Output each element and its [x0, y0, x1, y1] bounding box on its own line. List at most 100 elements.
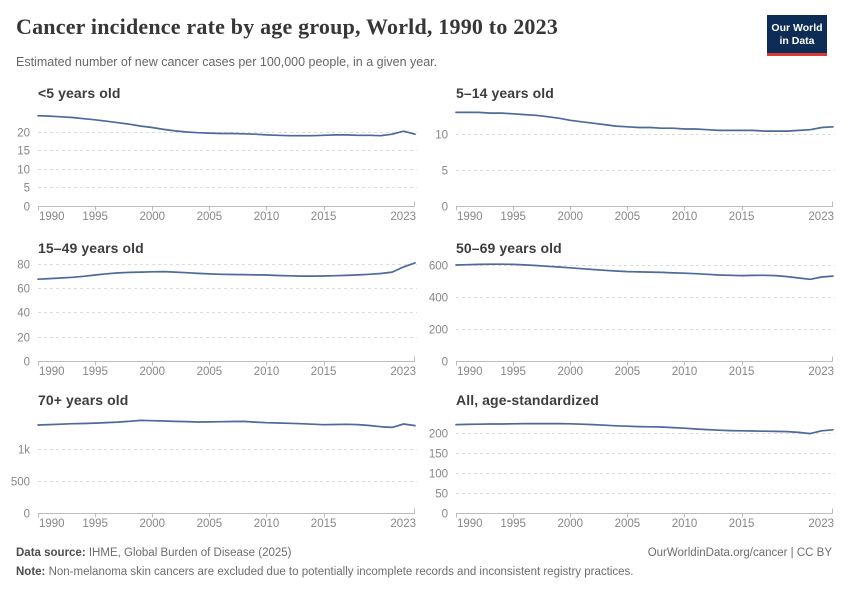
y-tick-label: 40: [17, 307, 30, 319]
series-line-world: [37, 262, 416, 281]
x-tick-label: 1990: [457, 518, 483, 530]
y-tick-label: 20: [17, 332, 30, 344]
y-tick-label: 0: [24, 201, 30, 213]
y-tick-label: 80: [17, 259, 30, 271]
chart-panel-3: 15–49 years old 0 20 40 60 80 1990 1995 2000 2005…: [0, 239, 425, 389]
data-source-label: Data source:: [16, 547, 86, 559]
owid-logo-line1: Our World: [771, 22, 823, 34]
y-tick-label: 100: [429, 468, 448, 480]
x-tick-label: 1990: [39, 518, 65, 530]
x-tick-label: 2015: [729, 211, 755, 223]
y-tick-label: 500: [11, 476, 30, 488]
x-tick-label: 2015: [311, 211, 337, 223]
series-line-world: [455, 111, 834, 132]
y-tick-label: 5: [442, 165, 448, 177]
series-line-world: [455, 422, 834, 435]
chart-plot: 0 50 100 150 200 1990 1995 2000 2005 2010 2015 2023: [429, 422, 835, 530]
chart-panel-title: 50–69 years old: [456, 240, 562, 256]
chart-panel-title: <5 years old: [38, 85, 121, 101]
y-tick-label: 60: [17, 283, 30, 295]
chart-panel-1: <5 years old 0 5 10 15 20 1990 1995 2000 2005 2010…: [0, 84, 425, 234]
x-tick-label: 1990: [39, 366, 65, 378]
x-tick-label: 1995: [500, 211, 526, 223]
chart-plot: 0 5 10 1990 1995 2000 2005 2010 2015 2023: [435, 111, 835, 223]
page-title: Cancer incidence rate by age group, Worl…: [16, 14, 559, 39]
x-tick-label: 2000: [139, 211, 165, 223]
y-tick-label: 20: [17, 127, 30, 139]
y-tick-label: 0: [24, 508, 30, 520]
chart-panel-2: 5–14 years old 0 5 10 1990 1995 2000 2005 2010 20…: [425, 84, 850, 234]
x-tick-label: 2000: [557, 518, 583, 530]
chart-plot: 0 500 1k 1990 1995 2000 2005 2010 2015 2023: [11, 419, 417, 530]
chart-plot: 0 5 10 15 20 1990 1995 2000 2005 2010 2015 2023: [17, 114, 417, 223]
x-tick-label: 1995: [82, 366, 108, 378]
x-tick-label: 2015: [729, 518, 755, 530]
chart-plot: 0 200 400 600 1990 1995 2000 2005 2010 2015 2023: [429, 260, 835, 378]
y-tick-label: 50: [435, 488, 448, 500]
chart-panel-title: All, age-standardized: [456, 392, 599, 408]
x-tick-label: 2023: [390, 518, 416, 530]
y-tick-label: 400: [429, 292, 448, 304]
y-tick-label: 0: [442, 356, 448, 368]
data-source-text: IHME, Global Burden of Disease (2025): [85, 547, 292, 559]
x-tick-label: 2010: [672, 518, 698, 530]
x-tick-label: 1995: [82, 518, 108, 530]
x-tick-label: 2023: [808, 366, 834, 378]
chart-panel-title: 15–49 years old: [38, 240, 144, 256]
y-tick-label: 1k: [18, 444, 30, 456]
chart-panel-title: 5–14 years old: [456, 85, 554, 101]
x-tick-label: 1995: [82, 211, 108, 223]
page-footer: Data source: IHME, Global Burden of Dise…: [16, 547, 832, 578]
x-tick-label: 2005: [615, 211, 641, 223]
x-tick-label: 2010: [672, 366, 698, 378]
x-tick-label: 2015: [311, 518, 337, 530]
x-tick-label: 2010: [672, 211, 698, 223]
series-line-world: [455, 263, 834, 281]
chart-plot: 0 20 40 60 80 1990 1995 2000 2005 2010 2015 2023: [17, 259, 417, 378]
y-tick-label: 200: [429, 324, 448, 336]
x-tick-label: 2010: [254, 518, 280, 530]
x-tick-label: 2005: [197, 366, 223, 378]
y-tick-label: 600: [429, 260, 448, 272]
y-tick-label: 150: [429, 448, 448, 460]
x-tick-label: 2005: [615, 366, 641, 378]
credit-link[interactable]: OurWorldinData.org/cancer | CC BY: [647, 547, 832, 559]
x-tick-label: 2023: [808, 518, 834, 530]
x-tick-label: 2000: [139, 366, 165, 378]
y-tick-label: 0: [24, 356, 30, 368]
y-tick-label: 15: [17, 145, 30, 157]
x-tick-label: 1990: [39, 211, 65, 223]
owid-logo-line2: in Data: [779, 35, 815, 47]
chart-panel-5: 70+ years old 0 500 1k 1990 1995 2000 2005 2010 2…: [0, 391, 425, 541]
series-line-world: [37, 114, 416, 137]
series-line-world: [37, 419, 416, 429]
chart-panel-title: 70+ years old: [38, 392, 129, 408]
x-tick-label: 2005: [197, 211, 223, 223]
x-tick-label: 2023: [390, 211, 416, 223]
x-tick-label: 2000: [557, 366, 583, 378]
x-tick-label: 2005: [615, 518, 641, 530]
x-tick-label: 2023: [808, 211, 834, 223]
owid-logo[interactable]: Our World in Data: [767, 15, 827, 56]
chart-panel-6: All, age-standardized 0 50 100 150 200 1990 199…: [425, 391, 850, 541]
x-tick-label: 1995: [500, 366, 526, 378]
x-tick-label: 2010: [254, 211, 280, 223]
x-tick-label: 2015: [311, 366, 337, 378]
y-tick-label: 10: [17, 164, 30, 176]
y-tick-label: 0: [442, 201, 448, 213]
x-tick-label: 2000: [139, 518, 165, 530]
page-subtitle: Estimated number of new cancer cases per…: [16, 55, 438, 69]
footer-note: Note: Non-melanoma skin cancers are excl…: [16, 566, 832, 578]
x-tick-label: 1990: [457, 211, 483, 223]
x-tick-label: 2010: [254, 366, 280, 378]
chart-panel-4: 50–69 years old 0 200 400 600 1990 1995 2000 200…: [425, 239, 850, 389]
note-text: Non-melanoma skin cancers are excluded d…: [45, 566, 634, 578]
x-tick-label: 2023: [390, 366, 416, 378]
y-tick-label: 0: [442, 508, 448, 520]
x-tick-label: 2005: [197, 518, 223, 530]
x-tick-label: 2000: [557, 211, 583, 223]
y-tick-label: 200: [429, 428, 448, 440]
data-source: Data source: IHME, Global Burden of Dise…: [16, 547, 292, 559]
y-tick-label: 10: [435, 129, 448, 141]
